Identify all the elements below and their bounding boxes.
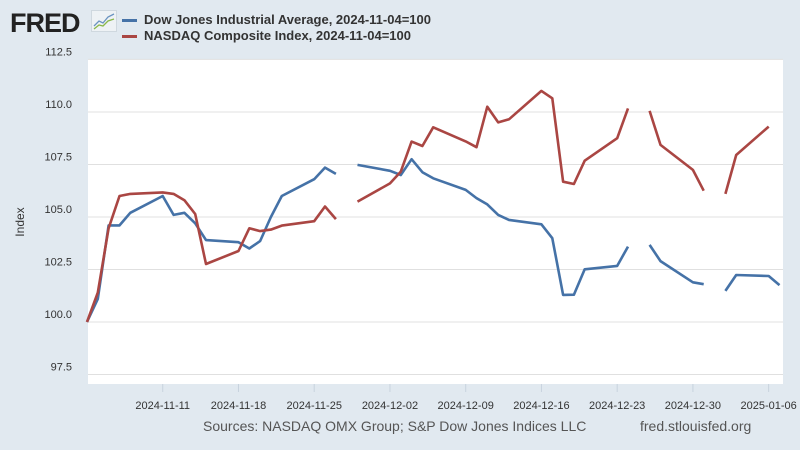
series-line-dow[interactable] xyxy=(357,157,630,297)
line-chart-icon xyxy=(91,10,117,32)
x-tick-label: 2024-12-16 xyxy=(513,400,569,412)
legend-item-nasdaq[interactable]: NASDAQ Composite Index, 2024-11-04=100 xyxy=(122,28,431,44)
y-tick-label: 102.5 xyxy=(44,257,72,269)
series-line-nasdaq[interactable] xyxy=(356,89,630,203)
series-line-nasdaq[interactable] xyxy=(648,110,705,192)
legend: Dow Jones Industrial Average, 2024-11-04… xyxy=(122,12,431,44)
y-tick-label: 105.0 xyxy=(44,204,72,216)
site-link[interactable]: fred.stlouisfed.org xyxy=(640,418,752,434)
x-tick-label: 2024-11-18 xyxy=(211,400,266,412)
x-tick-label: 2024-12-09 xyxy=(438,400,494,412)
series-line-nasdaq[interactable] xyxy=(85,191,337,323)
fred-logo[interactable]: FRED xyxy=(10,8,80,39)
x-tick-label: 2024-12-23 xyxy=(589,400,645,412)
series-line-dow[interactable] xyxy=(85,166,337,323)
y-tick-label: 110.0 xyxy=(45,99,72,111)
series-line-nasdaq[interactable] xyxy=(724,125,770,195)
y-tick-label: 100.0 xyxy=(44,309,72,321)
x-tick-label: 2024-11-11 xyxy=(135,400,190,412)
legend-item-dow[interactable]: Dow Jones Industrial Average, 2024-11-04… xyxy=(122,12,431,28)
legend-swatch-nasdaq xyxy=(122,34,137,38)
series-line-dow[interactable] xyxy=(724,273,781,292)
legend-swatch-dow xyxy=(122,18,137,22)
plot-area xyxy=(88,59,783,384)
y-tick-label: 112.5 xyxy=(45,46,72,58)
x-tick-label: 2024-11-25 xyxy=(286,400,341,412)
x-tick-label: 2024-12-30 xyxy=(665,400,721,412)
legend-label: Dow Jones Industrial Average, 2024-11-04… xyxy=(144,12,431,27)
legend-label: NASDAQ Composite Index, 2024-11-04=100 xyxy=(144,28,411,43)
sources-text: Sources: NASDAQ OMX Group; S&P Dow Jones… xyxy=(203,418,587,434)
y-tick-label: 97.5 xyxy=(51,362,72,374)
series-line-dow[interactable] xyxy=(648,244,704,286)
y-tick-label: 107.5 xyxy=(44,151,72,163)
y-axis-label: Index xyxy=(13,207,27,236)
x-tick-label: 2024-12-02 xyxy=(362,400,418,412)
x-tick-label: 2025-01-06 xyxy=(741,400,797,412)
logo-text: FRED xyxy=(10,8,80,38)
